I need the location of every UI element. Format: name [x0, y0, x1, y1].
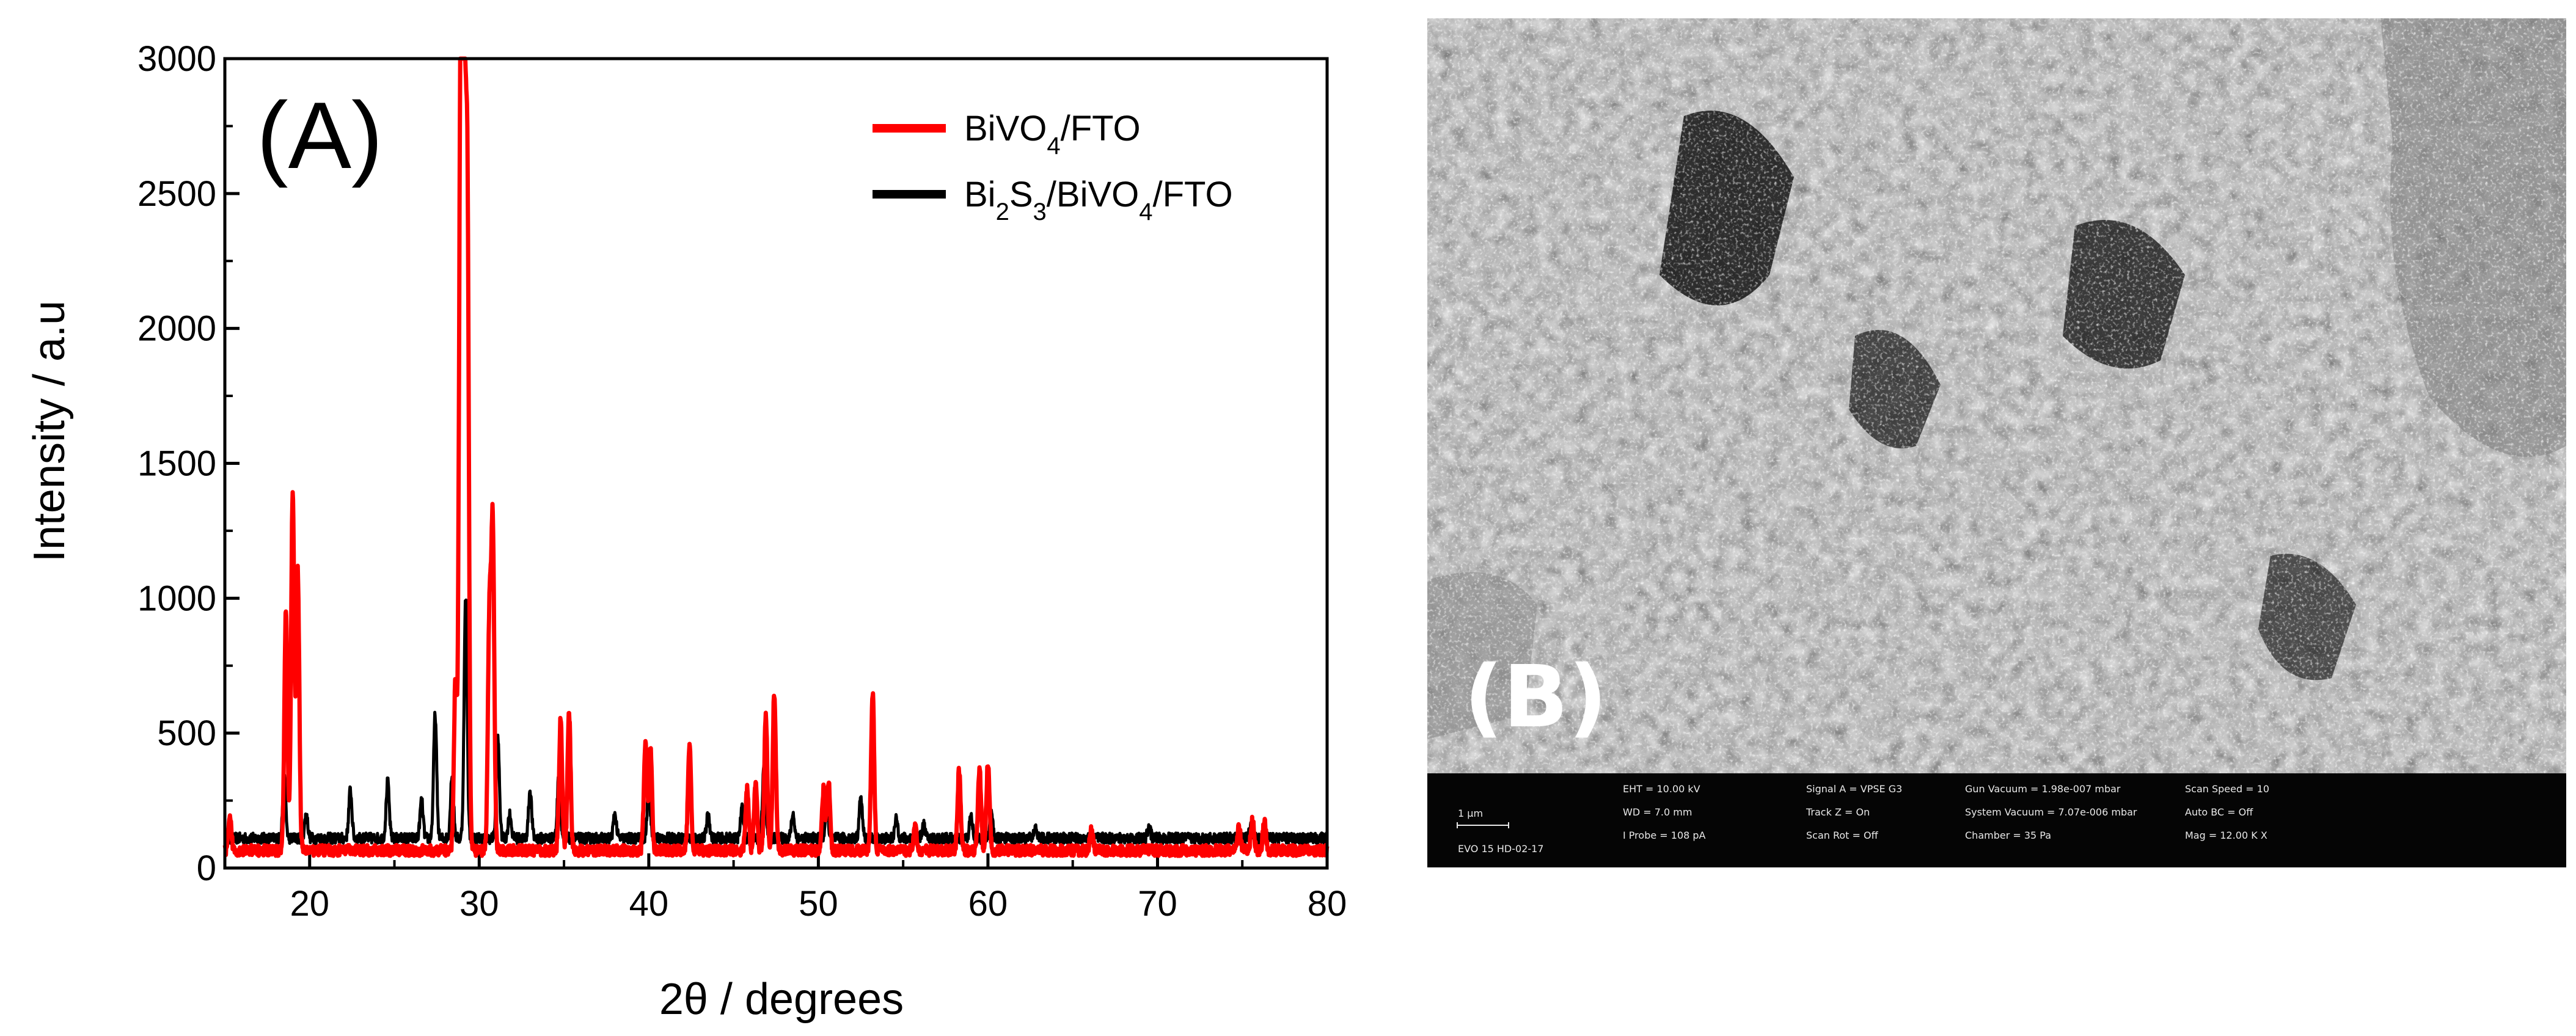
sem-scan-speed: Scan Speed = 10	[2185, 783, 2270, 795]
sem-wd: WD = 7.0 mm	[1623, 806, 1692, 818]
sem-scale-text: 1 μm	[1458, 808, 1484, 819]
x-tick-label: 60	[968, 884, 1008, 924]
y-tick-label: 1500	[137, 444, 216, 484]
sem-chamber: Chamber = 35 Pa	[1965, 830, 2052, 841]
x-tick-label: 30	[459, 884, 499, 924]
sem-image-panel: (B) 1 μm EVO 15 HD-02-17 EHT = 10.00 kV …	[1427, 18, 2566, 867]
series-line-1	[223, 598, 1329, 845]
y-tick-label: 2000	[137, 309, 216, 349]
sem-scale-bar	[1457, 822, 1509, 828]
axis-ticks: 0 500 1000 1500 2000 2500 3000 20 30 40 50 60 70 80	[137, 39, 1347, 924]
x-tick-label: 20	[290, 884, 330, 924]
sem-signal: Signal A = VPSE G3	[1806, 783, 1903, 795]
y-axis-label: Intensity / a.u	[25, 301, 74, 562]
sem-micrograph	[1427, 18, 2566, 773]
xrd-chart: Intensity / a.u 2θ / degrees 0 500 1000 150…	[25, 39, 1347, 1024]
sem-mag: Mag = 12.00 K X	[2185, 830, 2267, 841]
y-tick-label: 1000	[137, 578, 216, 618]
y-tick-label: 2500	[137, 174, 216, 214]
panel-a-label: (A)	[257, 82, 383, 188]
series-line-0	[222, 56, 1330, 858]
x-axis-label: 2θ / degrees	[659, 975, 904, 1024]
x-tick-label: 70	[1138, 884, 1177, 924]
sem-track: Track Z = On	[1806, 806, 1870, 818]
sem-scanrot: Scan Rot = Off	[1806, 830, 1878, 841]
sem-eht: EHT = 10.00 kV	[1623, 783, 1700, 795]
legend: BiVO4/FTO Bi2S3/BiVO4/FTO	[873, 109, 1233, 225]
sem-gun-vacuum: Gun Vacuum = 1.98e-007 mbar	[1965, 783, 2121, 795]
series-layer	[222, 56, 1330, 858]
legend-label-1: Bi2S3/BiVO4/FTO	[964, 175, 1233, 225]
x-tick-label: 80	[1308, 884, 1347, 924]
y-tick-label: 3000	[137, 39, 216, 79]
plot-frame	[223, 57, 1329, 870]
y-tick-label: 500	[157, 713, 216, 753]
sem-instrument: EVO 15 HD-02-17	[1458, 843, 1544, 855]
sem-system-vacuum: System Vacuum = 7.07e-006 mbar	[1965, 806, 2137, 818]
panel-b-label: (B)	[1464, 648, 1608, 747]
x-tick-label: 50	[799, 884, 838, 924]
sem-info-bar	[1427, 773, 2566, 867]
sem-auto-bc: Auto BC = Off	[2185, 806, 2253, 818]
sem-iprobe: I Probe = 108 pA	[1623, 830, 1706, 841]
y-tick-label: 0	[197, 848, 216, 888]
legend-label-0: BiVO4/FTO	[964, 109, 1141, 159]
x-tick-label: 40	[629, 884, 669, 924]
